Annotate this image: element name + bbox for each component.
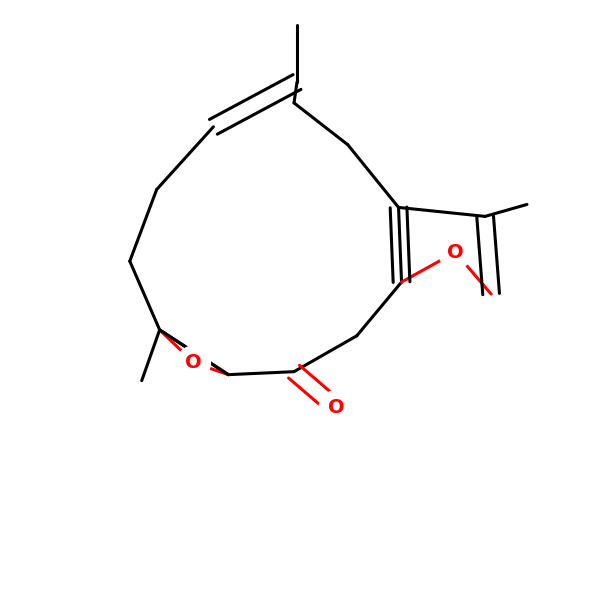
Text: O: O (328, 398, 343, 416)
Text: O: O (186, 354, 202, 372)
Circle shape (439, 236, 472, 269)
Text: O: O (447, 243, 464, 262)
Circle shape (319, 391, 353, 424)
Text: O: O (185, 353, 202, 372)
Text: O: O (448, 243, 463, 261)
Text: O: O (328, 398, 344, 417)
Circle shape (177, 346, 211, 379)
